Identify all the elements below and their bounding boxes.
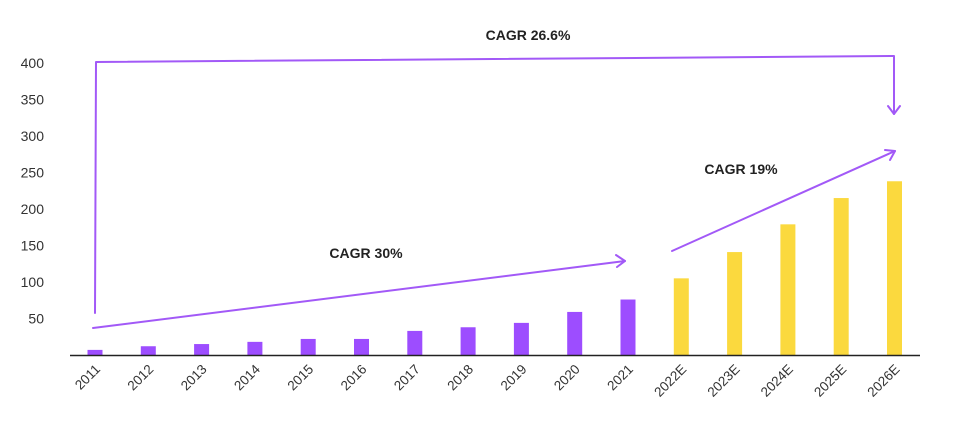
cagr-forecast-arrow <box>671 150 896 252</box>
bar-2013 <box>194 344 210 355</box>
y-tick-label: 300 <box>21 128 45 144</box>
bar-2012 <box>140 346 156 355</box>
x-tick-label: 2024E <box>758 362 796 400</box>
cagr-total-label: CAGR 26.6% <box>486 27 571 43</box>
bar-2018 <box>460 327 476 355</box>
x-tick-label: 2013 <box>178 362 210 394</box>
bar-2015 <box>300 338 316 355</box>
y-tick-label: 350 <box>21 92 45 108</box>
x-tick-label: 2016 <box>338 362 370 394</box>
bar-2025E <box>833 198 849 355</box>
x-tick-label: 2020 <box>551 362 583 394</box>
bar-2026E <box>887 181 902 355</box>
x-axis-tick-labels: 2011 2012 2013 2014 2015 2016 2017 2018 2019 2020… <box>72 361 903 400</box>
x-tick-label: 2014 <box>231 361 263 393</box>
x-tick-label: 2015 <box>284 362 316 394</box>
y-tick-label: 150 <box>21 238 45 254</box>
bar-2023E <box>727 252 743 355</box>
x-tick-label: 2011 <box>72 362 103 393</box>
x-tick-label: 2018 <box>444 362 476 394</box>
x-tick-label: 2017 <box>391 362 423 394</box>
bars <box>87 181 902 355</box>
x-tick-label: 2026E <box>864 362 902 400</box>
cagr-historic-arrowhead <box>615 254 626 268</box>
bar-2020 <box>567 311 583 355</box>
y-tick-label: 200 <box>21 201 45 217</box>
y-tick-label: 400 <box>21 55 45 71</box>
bar-2017 <box>407 330 423 355</box>
x-tick-label: 2025E <box>811 362 849 400</box>
bar-2011 <box>87 349 103 355</box>
y-tick-label: 250 <box>21 165 45 181</box>
y-tick-label: 50 <box>28 311 44 327</box>
cagr-historic-arrow <box>92 260 626 329</box>
x-tick-label: 2019 <box>498 362 530 394</box>
y-tick-label: 100 <box>21 274 45 290</box>
bar-2024E <box>780 224 796 355</box>
y-axis-tick-labels: 50 100 150 200 250 300 350 400 <box>21 55 45 327</box>
cagr-total-arrow <box>94 55 895 314</box>
x-tick-label: 2023E <box>705 362 743 400</box>
bar-2014 <box>247 341 263 355</box>
cagr-historic-label: CAGR 30% <box>329 245 403 261</box>
x-tick-label: 2021 <box>604 362 636 394</box>
bar-2022E <box>673 278 689 355</box>
cagr-annotations <box>92 55 901 329</box>
cagr-forecast-label: CAGR 19% <box>704 161 778 177</box>
cagr-forecast-arrowhead <box>884 149 896 161</box>
bar-2016 <box>354 338 369 355</box>
cagr-total-arrowhead <box>887 105 901 115</box>
bar-2021 <box>620 299 636 355</box>
x-tick-label: 2022E <box>651 362 689 400</box>
x-tick-label: 2012 <box>125 362 157 394</box>
bar-2019 <box>513 322 529 355</box>
